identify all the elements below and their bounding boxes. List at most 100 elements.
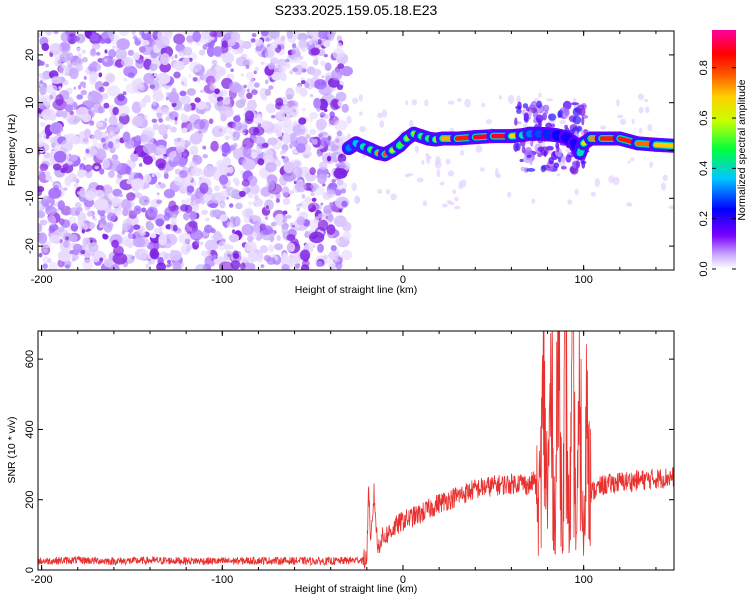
noise-speckle bbox=[69, 249, 75, 255]
noise-speckle bbox=[120, 56, 134, 68]
noise-speckle bbox=[336, 84, 344, 91]
x-tick-label: -100 bbox=[211, 574, 233, 586]
noise-speckle bbox=[91, 42, 101, 50]
noise-speckle bbox=[81, 100, 95, 110]
noise-speckle bbox=[265, 37, 270, 42]
noise-speckle bbox=[159, 105, 171, 115]
noise-speckle bbox=[182, 46, 193, 56]
noise-speckle bbox=[143, 72, 155, 85]
noise-speckle bbox=[248, 201, 253, 206]
noise-speckle bbox=[141, 31, 152, 41]
noise-speckle bbox=[643, 99, 649, 103]
y-tick-label: 400 bbox=[24, 420, 36, 438]
noise-speckle bbox=[194, 238, 200, 246]
noise-speckle bbox=[333, 215, 347, 228]
noise-speckle bbox=[317, 133, 323, 138]
noise-speckle bbox=[253, 70, 257, 75]
noise-speckle bbox=[172, 261, 182, 270]
turbulence-speckle bbox=[546, 167, 554, 172]
noise-speckle bbox=[76, 47, 81, 52]
noise-speckle bbox=[107, 200, 113, 206]
noise-speckle bbox=[38, 170, 44, 176]
noise-speckle bbox=[310, 183, 319, 191]
noise-speckle bbox=[83, 164, 93, 172]
noise-speckle bbox=[42, 263, 48, 269]
noise-speckle bbox=[153, 73, 158, 77]
chart-title: S233.2025.159.05.18.E23 bbox=[275, 2, 438, 18]
noise-speckle bbox=[619, 118, 627, 125]
noise-speckle bbox=[168, 200, 177, 212]
noise-speckle bbox=[295, 143, 306, 153]
turbulence-speckle bbox=[543, 149, 547, 158]
noise-speckle bbox=[288, 132, 297, 145]
noise-speckle bbox=[454, 196, 459, 202]
noise-speckle bbox=[186, 243, 193, 250]
noise-speckle bbox=[270, 57, 279, 65]
noise-speckle bbox=[335, 138, 340, 144]
noise-speckle bbox=[157, 162, 166, 171]
noise-speckle bbox=[53, 31, 59, 35]
noise-speckle bbox=[118, 193, 123, 198]
noise-speckle bbox=[52, 163, 62, 171]
noise-speckle bbox=[190, 229, 203, 241]
y-tick-label: -20 bbox=[24, 238, 36, 254]
turbulence-speckle bbox=[561, 155, 566, 163]
noise-speckle bbox=[232, 253, 240, 260]
noise-speckle bbox=[266, 180, 276, 192]
noise-speckle bbox=[230, 31, 241, 41]
turbulence-speckle bbox=[545, 122, 553, 129]
noise-speckle bbox=[182, 152, 187, 157]
colorbar-tick-label: 0.0 bbox=[698, 261, 710, 276]
noise-speckle bbox=[267, 137, 278, 146]
noise-speckle bbox=[406, 173, 414, 177]
noise-speckle bbox=[630, 157, 635, 162]
noise-speckle bbox=[151, 118, 158, 123]
noise-speckle bbox=[203, 192, 216, 205]
noise-speckle bbox=[107, 85, 120, 97]
noise-speckle bbox=[83, 156, 87, 161]
noise-speckle bbox=[439, 181, 445, 186]
noise-speckle bbox=[190, 167, 202, 177]
noise-speckle bbox=[168, 91, 180, 104]
noise-speckle bbox=[452, 189, 457, 195]
noise-speckle bbox=[159, 61, 172, 73]
noise-speckle bbox=[337, 161, 346, 170]
noise-speckle bbox=[282, 171, 296, 182]
noise-speckle bbox=[249, 218, 254, 224]
turbulence-speckle bbox=[523, 112, 529, 121]
noise-speckle bbox=[57, 226, 65, 233]
noise-speckle bbox=[165, 124, 171, 130]
noise-speckle bbox=[109, 130, 114, 136]
noise-speckle bbox=[170, 55, 175, 60]
turbulence-speckle bbox=[565, 154, 572, 163]
noise-speckle bbox=[81, 56, 88, 63]
noise-speckle bbox=[206, 45, 215, 58]
noise-speckle bbox=[230, 68, 234, 73]
noise-speckle bbox=[155, 218, 165, 227]
noise-speckle bbox=[179, 107, 184, 111]
noise-speckle bbox=[103, 58, 108, 63]
noise-speckle bbox=[281, 186, 290, 197]
noise-speckle bbox=[227, 38, 236, 47]
noise-speckle bbox=[317, 205, 323, 210]
noise-speckle bbox=[213, 258, 219, 264]
noise-speckle bbox=[291, 49, 296, 55]
noise-speckle bbox=[214, 66, 227, 77]
noise-speckle bbox=[55, 94, 64, 106]
colorbar-tick-label: 0.8 bbox=[698, 60, 710, 75]
signal-track bbox=[341, 126, 674, 162]
noise-speckle bbox=[332, 48, 345, 60]
noise-speckle bbox=[169, 249, 182, 261]
noise-speckle bbox=[637, 93, 644, 101]
noise-speckle bbox=[192, 77, 198, 82]
noise-speckle bbox=[50, 179, 55, 183]
noise-speckle bbox=[263, 47, 268, 53]
noise-speckle bbox=[311, 138, 318, 145]
noise-speckle bbox=[103, 258, 113, 268]
noise-speckle bbox=[172, 224, 178, 232]
noise-speckle bbox=[112, 252, 128, 265]
noise-speckle bbox=[283, 161, 295, 174]
noise-speckle bbox=[304, 196, 312, 203]
noise-speckle bbox=[546, 98, 554, 102]
